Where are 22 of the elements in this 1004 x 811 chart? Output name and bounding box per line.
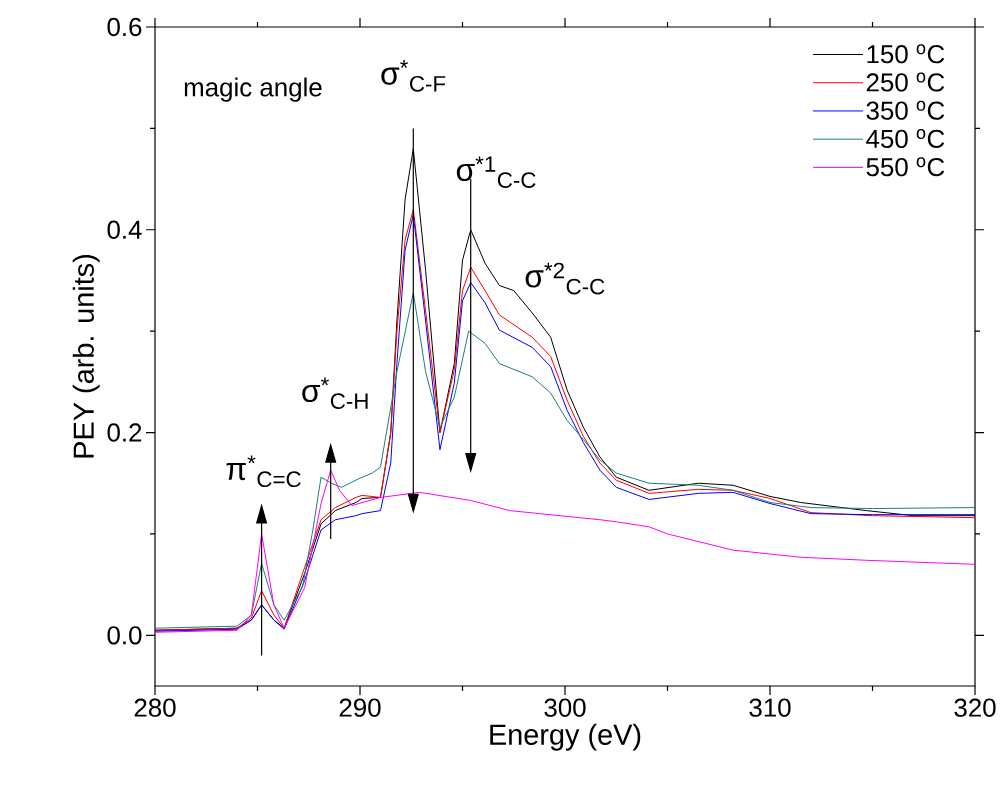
x-tick-label: 310: [749, 698, 791, 717]
legend-label: 450 $^{o}$C: [866, 129, 945, 149]
legend-label: 350 $^{o}$C: [866, 100, 945, 120]
annotation: π$^{*}$C=C: [226, 455, 301, 488]
x-tick-label: 290: [339, 698, 381, 717]
annotation: σ$^{*2}$C-C: [525, 262, 605, 295]
y-tick-label: 0.2: [107, 423, 142, 442]
annotation: magic angle: [184, 77, 322, 102]
x-tick-label: 300: [544, 698, 586, 717]
y-axis-title: PEY (arb. units): [72, 255, 100, 458]
legend-label: 150 $^{o}$C: [867, 44, 945, 64]
legend-label: 250 $^{o}$C: [866, 72, 945, 92]
y-tick-label: 0.6: [107, 17, 142, 37]
x-tick-label: 320: [954, 698, 996, 717]
y-tick-label: 0.0: [107, 626, 142, 645]
annotation: σ$^{*}$C-F: [381, 60, 446, 92]
x-tick-label: 280: [134, 698, 176, 717]
annotation: σ$^{*}$C-H: [302, 377, 368, 410]
annotation: σ$^{*1}$C-C: [456, 156, 536, 189]
x-axis-title: Energy (eV): [490, 723, 641, 751]
y-tick-label: 0.4: [107, 220, 142, 239]
legend-label: 550 $^{o}$C: [866, 157, 945, 177]
